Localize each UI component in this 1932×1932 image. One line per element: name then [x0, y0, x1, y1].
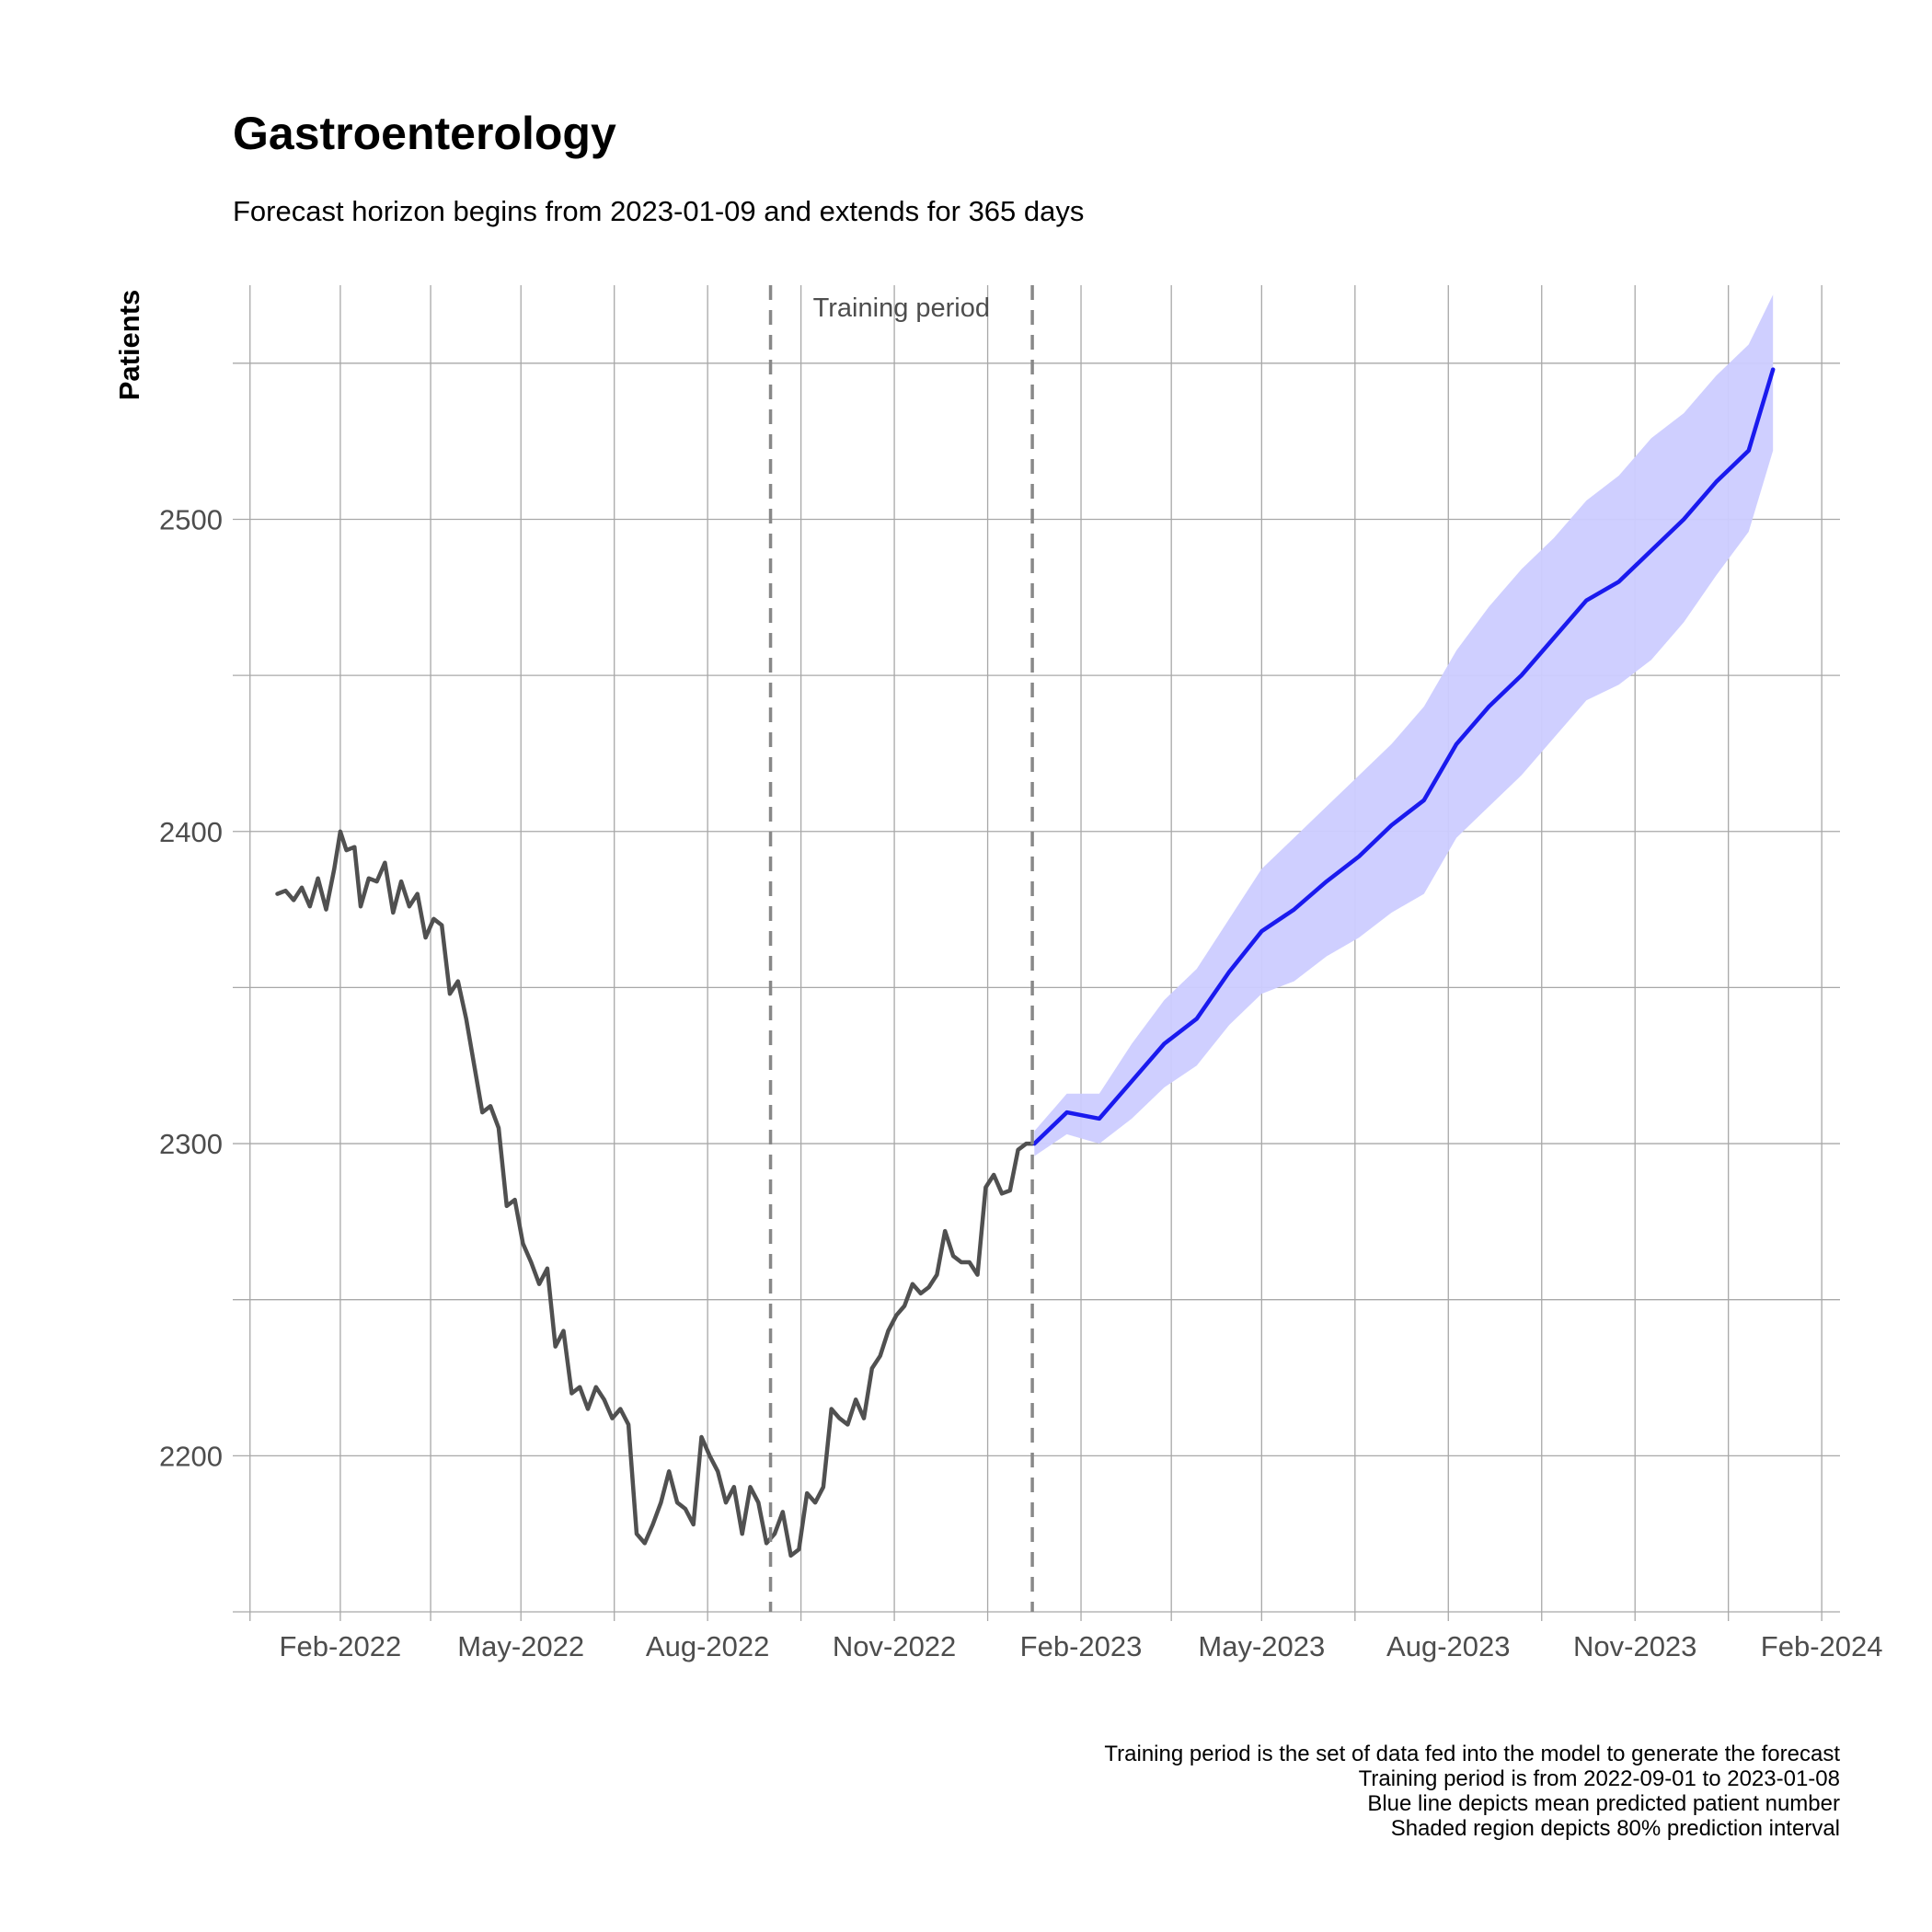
- x-tick-label: Feb-2023: [1020, 1630, 1143, 1662]
- y-tick-label: 2500: [159, 503, 223, 535]
- training-period-layer: Training period: [768, 285, 1034, 1612]
- y-axis-label: Patients: [113, 290, 145, 401]
- tick-labels: 2200 2300 2400 2500 Feb-2022 May-2022 Aug-2022…: [159, 503, 1882, 1662]
- caption-line: Blue line depicts mean predicted patient…: [1367, 1791, 1840, 1816]
- y-tick-label: 2400: [159, 816, 223, 848]
- y-tick-label: 2300: [159, 1128, 223, 1160]
- gridlines: [233, 285, 1840, 1621]
- caption-line: Training period is the set of data fed i…: [1104, 1742, 1840, 1766]
- series-layer: [275, 367, 1776, 1558]
- chart-title: Gastroenterology: [233, 108, 616, 159]
- x-tick-label: Nov-2022: [833, 1630, 956, 1662]
- x-tick-label: Aug-2023: [1386, 1630, 1510, 1662]
- x-tick-label: May-2022: [457, 1630, 584, 1662]
- x-tick-label: Aug-2022: [646, 1630, 769, 1662]
- caption: Training period is the set of data fed i…: [1104, 1742, 1840, 1841]
- caption-line: Training period is from 2022-09-01 to 20…: [1359, 1766, 1840, 1791]
- training-period-label: Training period: [813, 293, 990, 323]
- x-tick-label: Nov-2023: [1573, 1630, 1696, 1662]
- prediction-interval-band: [1034, 294, 1774, 1156]
- prediction-interval-layer: [1034, 294, 1774, 1156]
- x-tick-label: May-2023: [1198, 1630, 1325, 1662]
- chart-subtitle: Forecast horizon begins from 2023-01-09 …: [233, 195, 1084, 227]
- x-tick-label: Feb-2024: [1761, 1630, 1883, 1662]
- x-tick-label: Feb-2022: [280, 1630, 402, 1662]
- caption-line: Shaded region depicts 80% prediction int…: [1391, 1816, 1840, 1841]
- y-tick-label: 2200: [159, 1440, 223, 1472]
- history-line: [275, 829, 1035, 1558]
- forecast-line: [1032, 367, 1776, 1146]
